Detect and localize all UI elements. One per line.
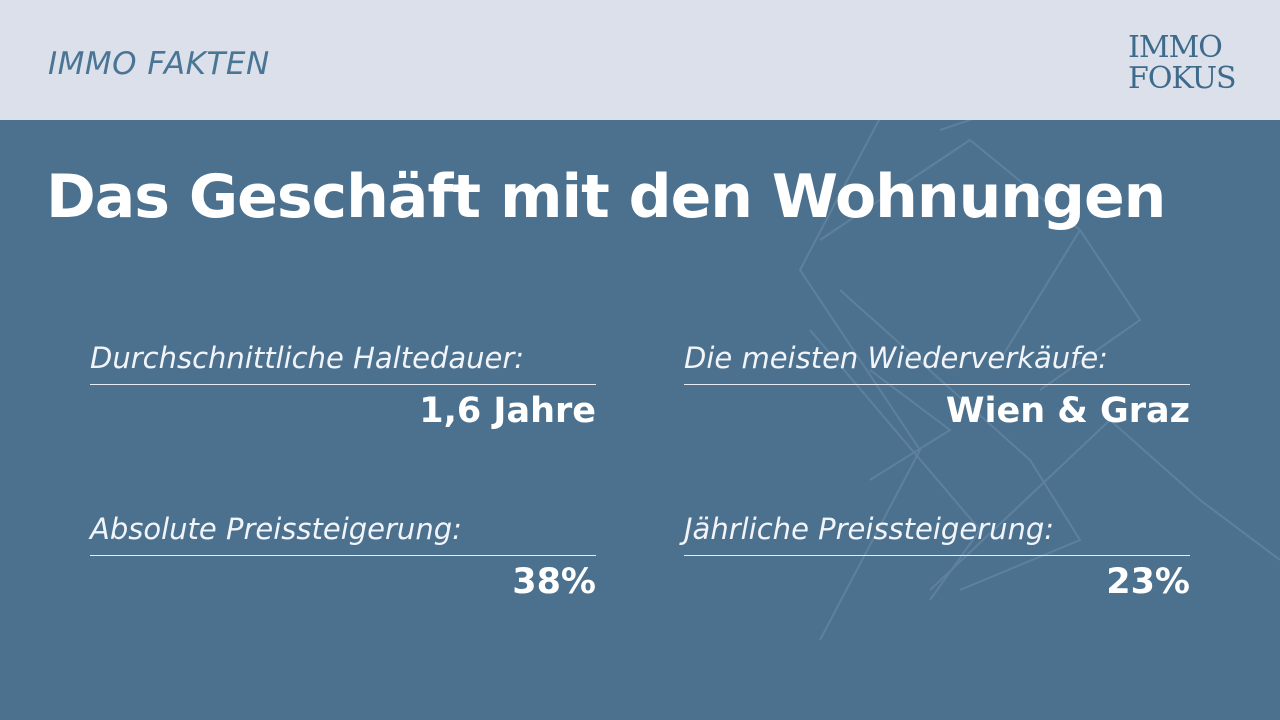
fact-annual-increase: Jährliche Preissteigerung: 23% — [684, 512, 1190, 602]
logo-line-2: FOKUS — [1128, 61, 1237, 96]
divider — [684, 555, 1190, 556]
top-bar: IMMO FAKTEN IMMO FOKUS — [0, 0, 1280, 120]
fact-value: 23% — [1106, 562, 1190, 602]
fact-value: Wien & Graz — [945, 391, 1190, 431]
fact-label: Jährliche Preissteigerung: — [684, 512, 1055, 546]
divider — [684, 384, 1190, 385]
page-title: Das Geschäft mit den Wohnungen — [46, 162, 1166, 232]
fact-absolute-increase: Absolute Preissteigerung: 38% — [90, 512, 596, 602]
fact-label: Absolute Preissteigerung: — [90, 512, 462, 546]
fact-value: 1,6 Jahre — [419, 391, 596, 431]
fact-resales: Die meisten Wiederverkäufe: Wien & Graz — [684, 341, 1190, 431]
divider — [90, 384, 596, 385]
fact-value: 38% — [512, 562, 596, 602]
decorative-house-outline — [798, 120, 1280, 641]
fact-label: Durchschnittliche Haltedauer: — [90, 341, 525, 375]
content-panel: Das Geschäft mit den Wohnungen Durchschn… — [0, 120, 1280, 720]
fact-label: Die meisten Wiederverkäufe: — [684, 341, 1108, 375]
fact-holding-period: Durchschnittliche Haltedauer: 1,6 Jahre — [90, 341, 596, 431]
logo-line-1: IMMO — [1128, 30, 1223, 65]
section-kicker: IMMO FAKTEN — [48, 46, 270, 82]
immo-fokus-logo: IMMO FOKUS — [1128, 30, 1252, 96]
divider — [90, 555, 596, 556]
